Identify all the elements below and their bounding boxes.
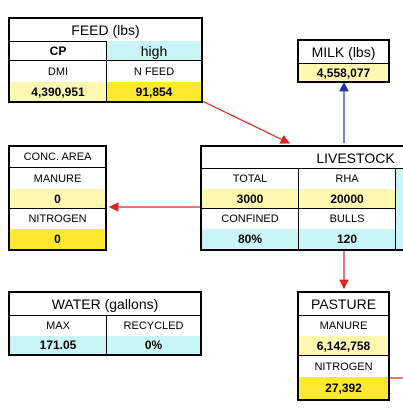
livestock-box: LIVESTOCK TOTAL RHA 3000 20000 CONFINED … [200, 145, 403, 251]
pasture-nitrogen-value: 27,392 [299, 377, 388, 399]
conc-area-box: CONC. AREA MANURE 0 NITROGEN 0 [8, 145, 107, 251]
feed-dmi-value: 4,390,951 [10, 82, 106, 101]
water-title: WATER (gallons) [10, 293, 200, 316]
milk-box: MILK (lbs) 4,558,077 [297, 39, 390, 83]
livestock-rha-value: 20000 [299, 189, 395, 208]
livestock-bulls-value[interactable]: 120 [299, 229, 395, 249]
livestock-extra-cell [396, 169, 403, 249]
livestock-bulls-label: BULLS [329, 213, 365, 225]
pasture-title: PASTURE [299, 293, 388, 316]
feed-n-feed-value: 91,854 [107, 82, 201, 101]
livestock-confined-label: CONFINED [221, 213, 279, 225]
pasture-nitrogen-label: NITROGEN [314, 360, 373, 373]
water-max-label: MAX [46, 320, 70, 332]
water-recycled-value[interactable]: 0% [107, 336, 200, 354]
livestock-total-label: TOTAL [232, 173, 268, 185]
water-recycled-label: RECYCLED [123, 320, 184, 332]
milk-value: 4,558,077 [299, 64, 388, 81]
conc-area-nitrogen-value: 0 [10, 229, 105, 249]
conc-area-nitrogen-label: NITROGEN [28, 213, 87, 225]
livestock-rha-label: RHA [335, 173, 359, 185]
feed-dmi-label: DMI [47, 65, 69, 78]
livestock-title: LIVESTOCK [316, 149, 395, 166]
pasture-manure-label: MANURE [319, 320, 368, 332]
feed-cp-value[interactable]: high [107, 41, 201, 60]
feed-n-feed-label: N FEED [133, 65, 175, 78]
conc-area-manure-value: 0 [10, 189, 105, 208]
feed-title: FEED (lbs) [10, 19, 201, 42]
livestock-total-value: 3000 [202, 189, 298, 208]
feed-cp-label: CP [49, 43, 67, 58]
water-max-value[interactable]: 171.05 [10, 336, 106, 354]
feed-box: FEED (lbs) CP high DMI N FEED 4,390,951 … [8, 17, 203, 103]
livestock-confined-value[interactable]: 80% [202, 229, 298, 249]
milk-title: MILK (lbs) [299, 41, 388, 64]
conc-area-title: CONC. AREA [10, 147, 105, 168]
pasture-manure-value: 6,142,758 [299, 336, 388, 355]
pasture-box: PASTURE MANURE 6,142,758 NITROGEN 27,392 [297, 291, 390, 401]
water-box: WATER (gallons) MAX RECYCLED 171.05 0% [8, 291, 202, 356]
conc-area-manure-label: MANURE [33, 172, 82, 185]
feed-to-livestock-arrow [199, 99, 291, 144]
